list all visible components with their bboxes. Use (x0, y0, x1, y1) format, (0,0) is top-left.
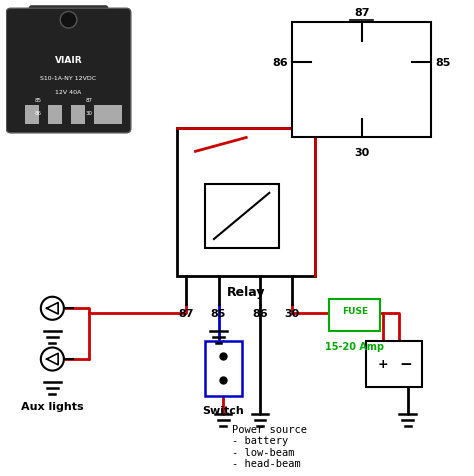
Bar (329, 299, 380, 332)
Text: Switch: Switch (202, 406, 244, 416)
Text: 15-20 Amp: 15-20 Amp (325, 341, 384, 351)
Text: 30: 30 (285, 308, 300, 318)
Bar (292, 23, 431, 138)
Text: +: + (378, 357, 388, 370)
Text: 87: 87 (86, 98, 93, 102)
Text: 86: 86 (252, 308, 268, 318)
Bar (94, 106, 108, 124)
Text: Power source
- battery
- low-beam
- head-beam: Power source - battery - low-beam - head… (232, 424, 307, 468)
Bar (205, 341, 242, 396)
Text: 85: 85 (436, 59, 451, 69)
Text: S10-1A-NY 12VDC: S10-1A-NY 12VDC (40, 76, 97, 81)
Text: 86: 86 (35, 111, 42, 116)
Bar (25, 106, 38, 124)
Text: 87: 87 (354, 9, 369, 19)
Bar (366, 341, 422, 387)
Text: 86: 86 (272, 59, 288, 69)
Text: VIAIR: VIAIR (55, 55, 82, 64)
Text: 30: 30 (86, 111, 93, 116)
Text: 30: 30 (354, 148, 369, 158)
Bar (108, 106, 122, 124)
Text: FUSE: FUSE (342, 307, 368, 316)
Bar (48, 106, 62, 124)
Text: Relay: Relay (227, 286, 265, 298)
Text: 85: 85 (35, 98, 42, 102)
FancyBboxPatch shape (29, 7, 108, 35)
Bar (71, 106, 85, 124)
Circle shape (60, 12, 77, 29)
Text: 85: 85 (211, 308, 226, 318)
FancyBboxPatch shape (177, 129, 316, 277)
Bar (205, 184, 279, 249)
Text: 87: 87 (179, 308, 194, 318)
FancyBboxPatch shape (6, 9, 131, 134)
Text: 12V 40A: 12V 40A (55, 89, 82, 95)
Text: −: − (400, 357, 412, 371)
Text: Aux lights: Aux lights (21, 401, 84, 411)
